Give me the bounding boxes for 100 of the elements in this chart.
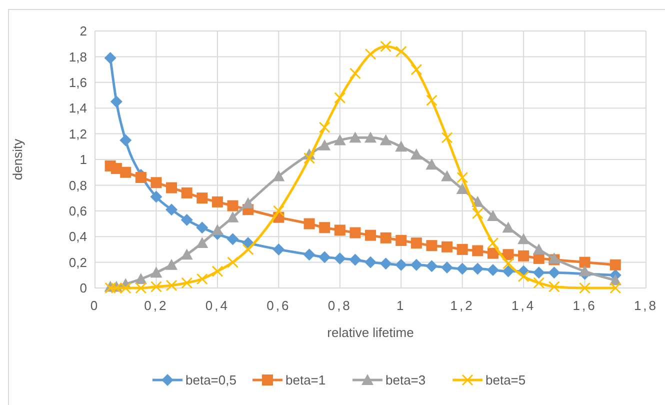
point (272, 170, 285, 182)
point (334, 134, 346, 146)
x-axis-title: relative lifetime (327, 325, 414, 340)
point (120, 282, 132, 294)
point (579, 256, 590, 268)
x-tick-label: 1,6 (572, 298, 597, 313)
point (349, 68, 361, 80)
point (365, 230, 376, 241)
x-tick-label: 1,4 (512, 298, 536, 313)
x-tick-label: 0,2 (144, 298, 168, 313)
y-tick-label: 0 (80, 280, 87, 296)
point (349, 254, 362, 266)
point (318, 139, 331, 150)
point (395, 258, 408, 271)
point (426, 158, 438, 170)
point (502, 249, 514, 260)
point (364, 48, 376, 60)
point (410, 64, 422, 76)
point (380, 40, 392, 52)
x-tick-label: 0 (90, 298, 100, 313)
point (456, 262, 468, 275)
y-tick-label: 2 (80, 24, 87, 39)
point (426, 94, 438, 106)
point (532, 243, 545, 254)
point (472, 208, 484, 220)
point (319, 222, 330, 234)
y-tick-label: 0,4 (68, 229, 87, 244)
point (318, 122, 330, 134)
point (364, 256, 376, 268)
point (212, 196, 223, 208)
x-tick-label: 0,8 (328, 298, 352, 313)
point (226, 211, 239, 222)
point (181, 187, 192, 198)
point (135, 172, 146, 183)
point (242, 197, 254, 208)
point (518, 250, 530, 262)
point (318, 251, 331, 264)
point (150, 280, 162, 292)
point (502, 265, 514, 278)
y-tick-label: 1,2 (68, 126, 87, 142)
point (533, 277, 545, 289)
point (180, 248, 193, 260)
x-tick-label: 1 (396, 298, 406, 313)
point (180, 214, 193, 226)
point (610, 259, 621, 270)
point (472, 245, 484, 256)
y-tick-label: 0,2 (68, 254, 87, 270)
point (166, 258, 178, 270)
point (472, 262, 484, 275)
point (380, 232, 392, 244)
point (410, 238, 422, 249)
point (334, 92, 346, 104)
point (426, 260, 438, 272)
point (304, 152, 316, 164)
point (456, 172, 468, 184)
y-tick-label: 1,4 (68, 100, 87, 116)
point (150, 190, 162, 203)
point (548, 280, 560, 292)
point (196, 237, 208, 248)
point (166, 280, 178, 292)
x-tick-label: 1,8 (634, 298, 658, 313)
point (487, 248, 498, 259)
point (334, 252, 346, 264)
point (150, 266, 162, 278)
point (150, 177, 162, 188)
point (518, 270, 530, 282)
point (196, 222, 208, 234)
point (349, 132, 362, 143)
y-tick-label: 0,8 (68, 178, 87, 193)
point (334, 224, 346, 236)
point (502, 222, 514, 233)
legend-label: beta=1 (286, 372, 326, 388)
point (548, 266, 560, 279)
point (110, 96, 122, 108)
point (104, 52, 116, 64)
point (502, 258, 514, 270)
point (120, 134, 132, 146)
point (579, 282, 591, 294)
point (196, 273, 208, 285)
point (487, 237, 499, 249)
point (166, 204, 178, 216)
x-tick-label: 0,6 (266, 298, 291, 313)
point (226, 233, 239, 246)
point (610, 282, 622, 294)
y-tick-label: 1,6 (68, 74, 87, 90)
y-tick-label: 1,8 (68, 49, 87, 64)
point (426, 240, 438, 252)
point (486, 264, 499, 276)
point (272, 205, 284, 217)
y-tick-label: 0,6 (68, 203, 87, 218)
point (380, 134, 392, 146)
x-tick-label: 0,4 (205, 298, 230, 313)
y-tick-label: 1 (80, 152, 87, 168)
point (578, 265, 591, 276)
point (441, 132, 453, 144)
point (396, 234, 407, 246)
point (441, 261, 454, 274)
point (395, 140, 408, 152)
legend-label: beta=0,5 (186, 372, 236, 388)
point (227, 200, 238, 212)
